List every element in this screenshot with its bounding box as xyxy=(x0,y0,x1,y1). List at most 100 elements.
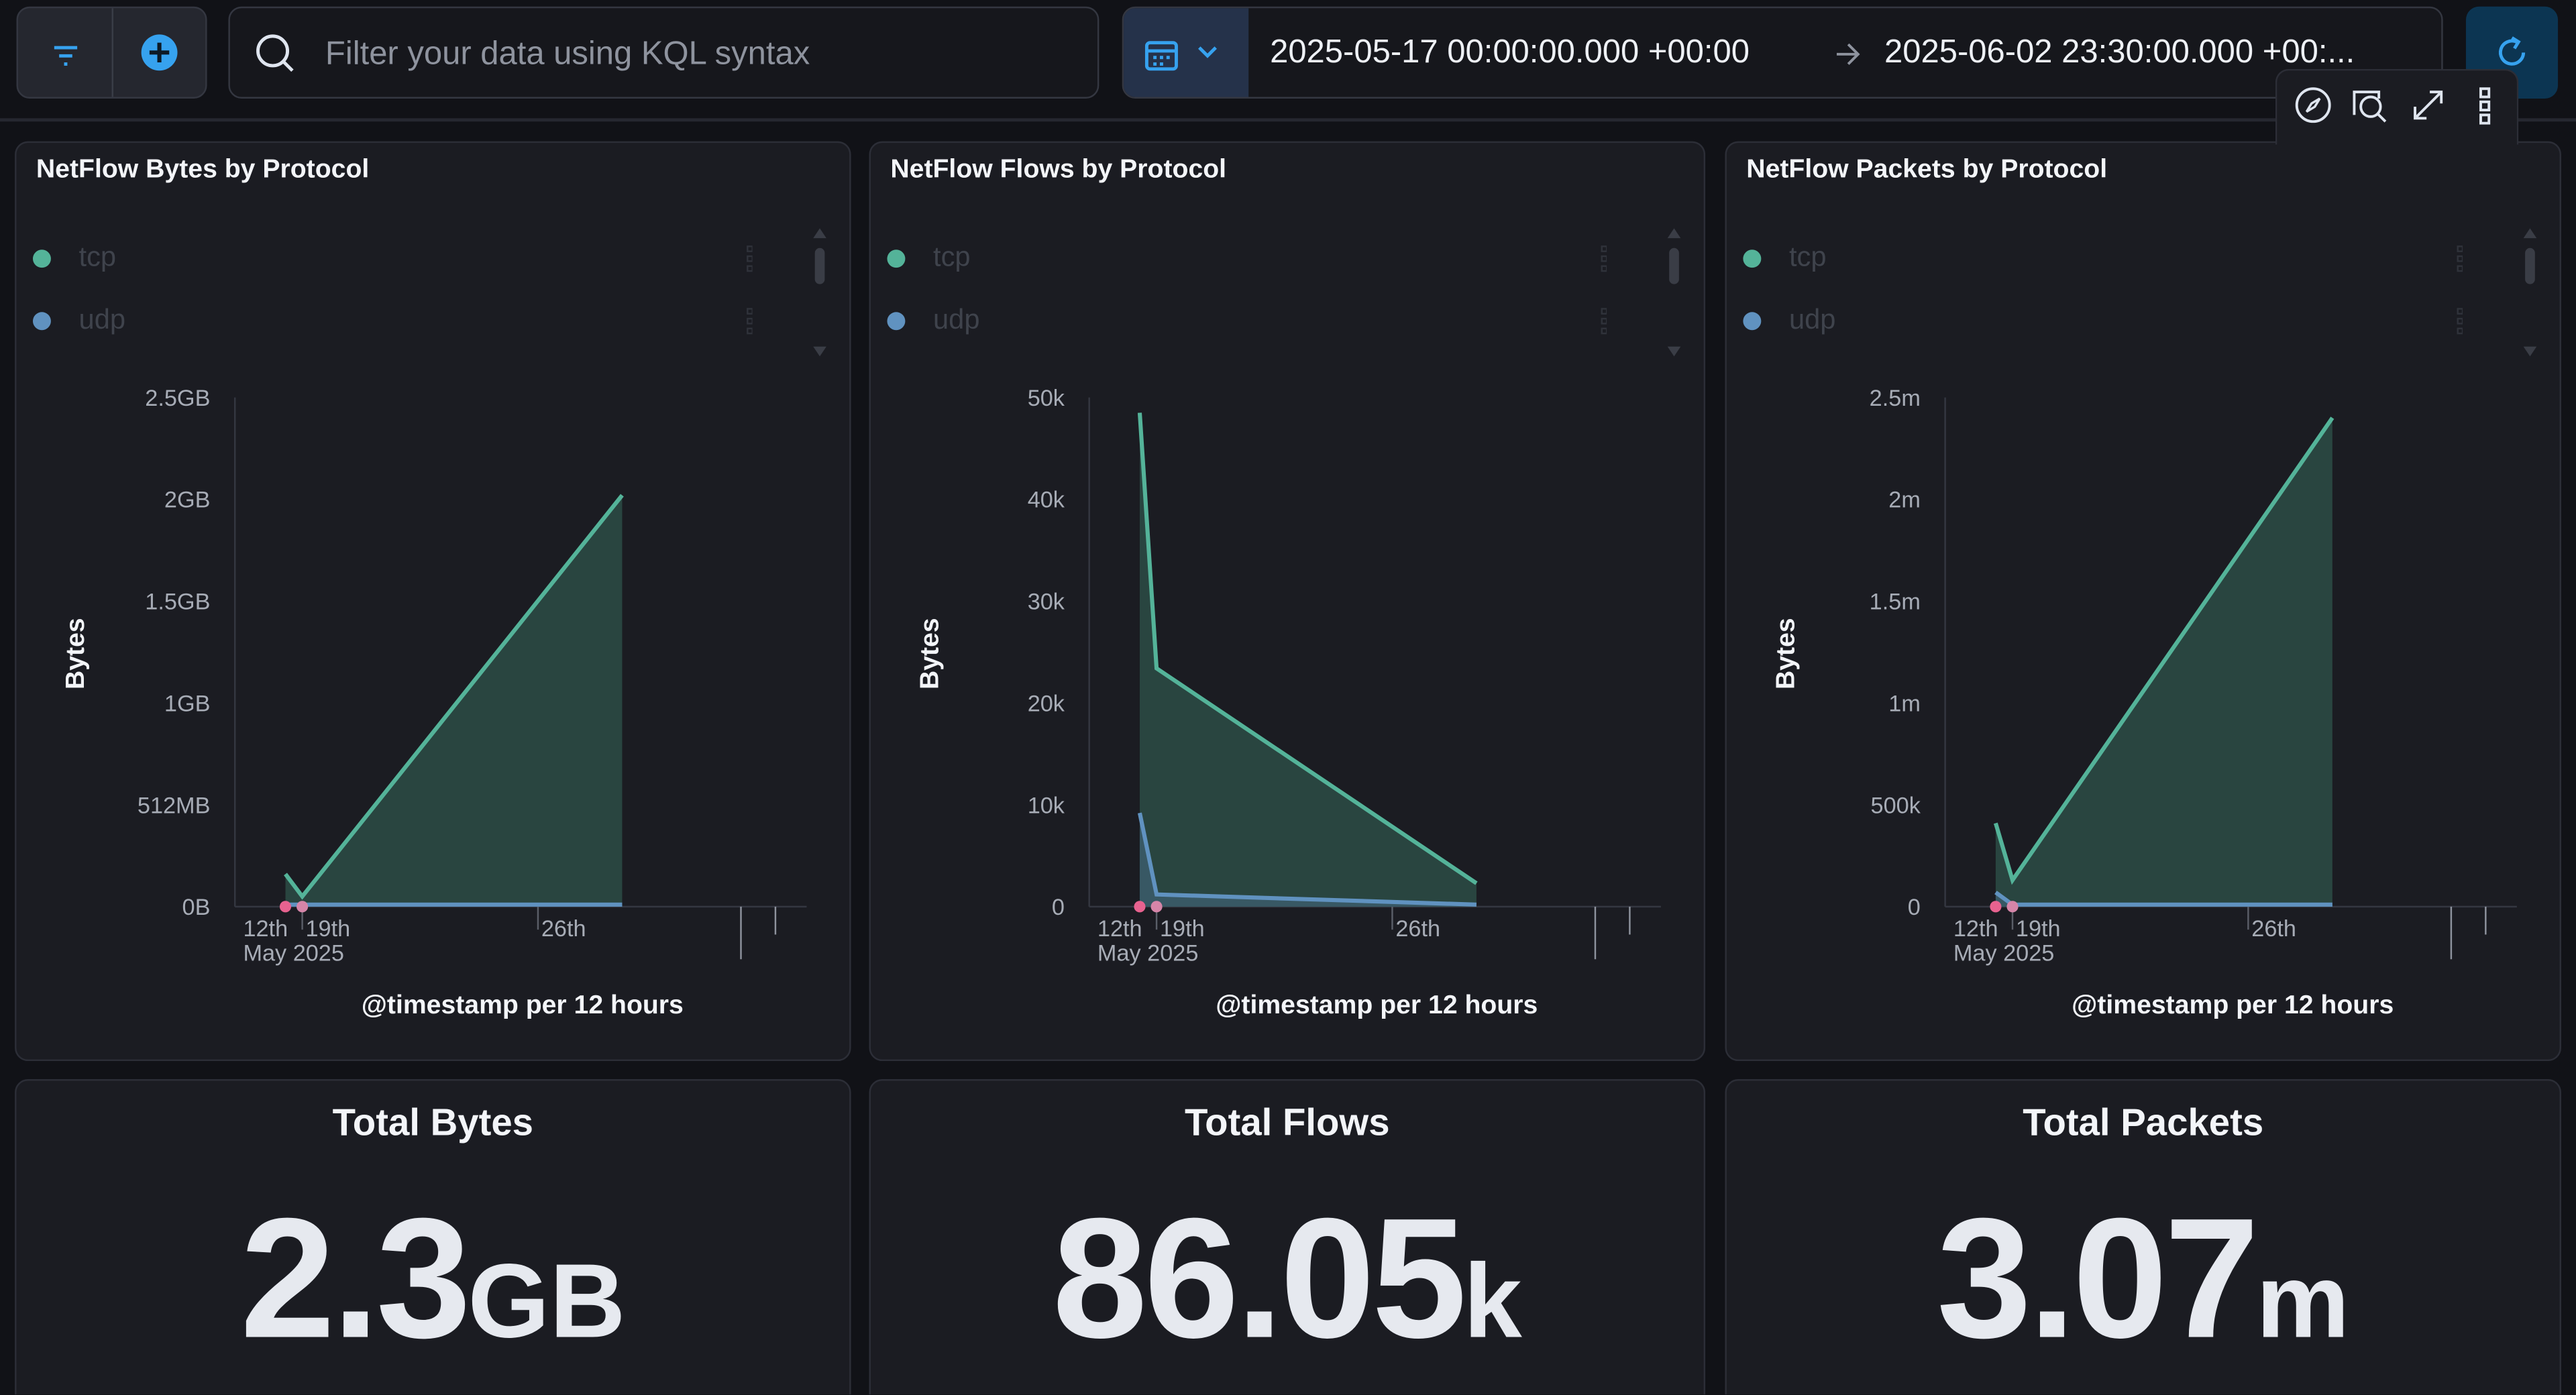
x-tick-label: 19th xyxy=(1160,916,1205,942)
legend-options-icon[interactable] xyxy=(746,245,753,274)
options-icon[interactable] xyxy=(2473,85,2499,128)
legend-scrollbar[interactable] xyxy=(810,225,829,364)
legend-options-icon[interactable] xyxy=(2456,307,2463,337)
search-icon xyxy=(256,34,294,72)
area-udp xyxy=(1139,813,1477,907)
y-tick-label: 500k xyxy=(1871,793,1921,818)
metric-unit: k xyxy=(1463,1241,1522,1360)
filter-button-group xyxy=(16,6,207,99)
x-tick-label: 12th May 2025 xyxy=(243,916,343,966)
end-date[interactable]: 2025-06-02 23:30:00.000 +00:... xyxy=(1884,34,2355,71)
metric-value: 86.05k xyxy=(871,1182,1704,1378)
annotation-marker[interactable] xyxy=(297,901,309,913)
legend-options-icon[interactable] xyxy=(746,307,753,337)
legend-item-tcp[interactable]: tcp xyxy=(1743,241,1827,274)
legend-item-tcp[interactable]: tcp xyxy=(887,241,971,274)
y-tick-label: 1GB xyxy=(164,691,211,716)
y-tick-label: 10k xyxy=(1028,793,1065,818)
metric-panel: Total Packets 3.07m xyxy=(1725,1078,2561,1395)
quick-select-button[interactable] xyxy=(1124,8,1249,97)
metric-title: Total Packets xyxy=(2023,1100,2264,1143)
add-filter-icon xyxy=(141,34,178,71)
legend-label: tcp xyxy=(78,241,117,273)
inspect-icon[interactable] xyxy=(2349,85,2389,125)
y-tick-label: 30k xyxy=(1028,590,1065,615)
calendar-icon xyxy=(1144,41,1178,71)
y-tick-label: 0 xyxy=(1908,895,1921,920)
metric-unit: m xyxy=(2256,1241,2350,1360)
x-tick-label: 12th May 2025 xyxy=(1953,916,2054,966)
y-tick-label: 50k xyxy=(1028,386,1065,411)
y-tick-label: 0B xyxy=(182,895,211,920)
legend-swatch xyxy=(32,249,51,268)
annotation-marker[interactable] xyxy=(279,901,292,913)
legend-item-tcp[interactable]: tcp xyxy=(32,241,117,274)
chevron-down-icon xyxy=(1198,46,1217,58)
refresh-icon xyxy=(2498,36,2526,66)
legend-options-icon[interactable] xyxy=(2456,245,2463,274)
legend-label: tcp xyxy=(1788,241,1827,273)
y-tick-label: 512MB xyxy=(138,793,211,818)
area-tcp xyxy=(285,495,623,907)
start-date[interactable]: 2025-05-17 00:00:00.000 +00:00 xyxy=(1270,34,1750,71)
legend-item-udp[interactable]: udp xyxy=(32,304,126,337)
x-tick-label: 12th May 2025 xyxy=(1097,916,1198,966)
x-tick-label: 19th xyxy=(2016,916,2061,942)
panel-title: NetFlow Flows by Protocol xyxy=(890,156,1227,184)
annotation-marker[interactable] xyxy=(2006,901,2019,913)
metric-panel: Total Flows 86.05k xyxy=(869,1078,1706,1395)
legend-item-udp[interactable]: udp xyxy=(1743,304,1835,337)
chart-panel: NetFlow Packets by Protocol tcp udp 0 500… xyxy=(1725,141,2563,1062)
line-udp xyxy=(1137,812,1477,907)
legend-swatch xyxy=(1743,312,1762,331)
search-placeholder: Filter your data using KQL syntax xyxy=(325,36,810,72)
x-tick-label: 19th xyxy=(305,916,350,942)
y-tick-label: 20k xyxy=(1028,691,1065,716)
y-tick-label: 0 xyxy=(1052,895,1065,920)
maximize-icon[interactable] xyxy=(2408,85,2448,125)
x-axis-title: @timestamp per 12 hours xyxy=(1216,991,1538,1019)
y-axis-title: Bytes xyxy=(1771,618,1800,689)
y-tick-label: 1.5m xyxy=(1870,590,1921,615)
legend-swatch xyxy=(32,312,51,331)
x-tick-label: 26th xyxy=(1395,916,1440,942)
legend-scrollbar[interactable] xyxy=(1664,225,1684,364)
metric-number: 86.05 xyxy=(1052,1184,1467,1375)
legend-scrollbar[interactable] xyxy=(2520,225,2540,364)
y-axis-title: Bytes xyxy=(61,618,90,689)
y-tick-label: 1m xyxy=(1888,691,1921,716)
legend-options-icon[interactable] xyxy=(1600,307,1607,337)
panel-title: NetFlow Bytes by Protocol xyxy=(36,156,370,184)
line-tcp xyxy=(1137,412,1478,885)
line-tcp xyxy=(284,494,624,900)
line-tcp xyxy=(1993,416,2334,885)
legend-label: tcp xyxy=(933,241,971,273)
y-tick-label: 1.5GB xyxy=(145,590,210,615)
metric-value: 2.3GB xyxy=(16,1182,849,1378)
area-tcp xyxy=(1139,412,1477,907)
kql-search-input[interactable]: Filter your data using KQL syntax xyxy=(228,6,1099,99)
x-axis-title: @timestamp per 12 hours xyxy=(362,991,684,1019)
filter-menu-button[interactable] xyxy=(18,8,112,97)
explore-icon[interactable] xyxy=(2294,85,2333,125)
legend-item-udp[interactable]: udp xyxy=(887,304,980,337)
legend-label: udp xyxy=(78,304,126,335)
metric-title: Total Bytes xyxy=(332,1100,534,1143)
y-tick-label: 2.5m xyxy=(1870,386,1921,411)
arrow-right-icon xyxy=(1836,43,1860,65)
chart-panel: NetFlow Flows by Protocol tcp udp 0 10k 20… xyxy=(869,141,1707,1062)
y-tick-label: 40k xyxy=(1028,488,1065,513)
annotation-marker[interactable] xyxy=(1150,901,1163,913)
legend-options-icon[interactable] xyxy=(1600,245,1607,274)
legend-swatch xyxy=(887,312,906,331)
add-filter-button[interactable] xyxy=(113,8,207,97)
x-tick-label: 26th xyxy=(2251,916,2296,942)
legend-label: udp xyxy=(933,304,980,335)
metric-value: 3.07m xyxy=(1727,1182,2560,1378)
annotation-marker[interactable] xyxy=(1990,901,2002,913)
x-axis-title: @timestamp per 12 hours xyxy=(2072,991,2394,1019)
annotation-marker[interactable] xyxy=(1134,901,1146,913)
